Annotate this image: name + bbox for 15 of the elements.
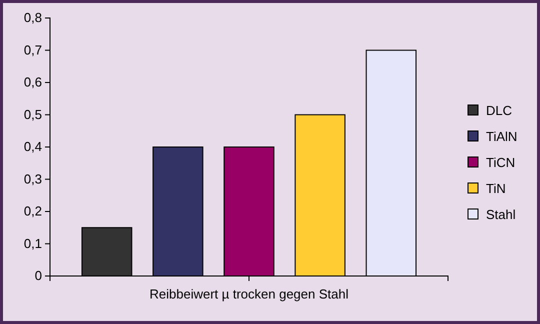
legend-label: Stahl: [486, 207, 516, 222]
legend-label: DLC: [486, 103, 512, 118]
y-tick-label: 0,6: [24, 74, 42, 90]
y-tick-label: 0,3: [24, 171, 42, 186]
y-tick-label: 0,5: [24, 106, 42, 122]
y-tick-label: 0,4: [24, 139, 42, 154]
y-tick-label: 0,1: [24, 236, 42, 251]
y-tick-label: 0: [34, 268, 42, 284]
x-tick-label: Reibbeiwert µ trocken gegen Stahl: [150, 286, 349, 302]
y-tick-label: 0,8: [24, 10, 42, 26]
legend-label: TiAlN: [486, 129, 518, 144]
legend-label: TiN: [486, 181, 506, 196]
legend-label: TiCN: [486, 155, 516, 170]
y-tick-label: 0,2: [24, 204, 42, 219]
y-tick-label: 0,7: [24, 42, 42, 58]
